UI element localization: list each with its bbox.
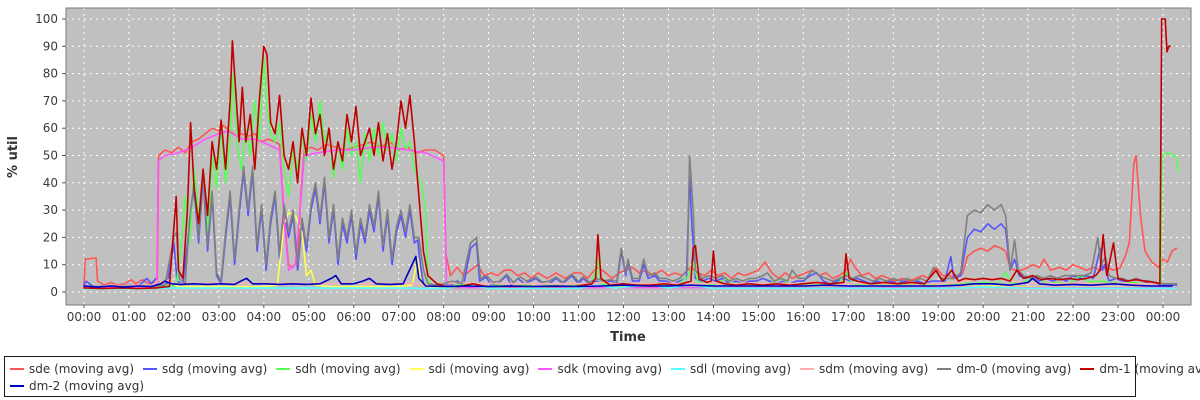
x-tick-label: 21:00 bbox=[1011, 310, 1046, 324]
x-tick-label: 03:00 bbox=[202, 310, 237, 324]
x-tick-label: 20:00 bbox=[966, 310, 1001, 324]
x-axis-title: Time bbox=[610, 330, 646, 345]
x-tick-label: 23:00 bbox=[1101, 310, 1136, 324]
axis-ticks bbox=[62, 18, 1164, 308]
y-tick-label: 60 bbox=[43, 121, 58, 135]
legend-row: sde (moving avg) sdg (moving avg) sdh (mov… bbox=[10, 360, 1200, 377]
legend-item-sdg: sdg (moving avg) bbox=[143, 361, 267, 377]
legend-box: sde (moving avg) sdg (moving avg) sdh (mov… bbox=[4, 356, 1200, 397]
legend-item-dm-1: dm-1 (moving avg) bbox=[1080, 361, 1200, 377]
legend-swatch-sdl bbox=[671, 367, 686, 370]
legend-label: sdk (moving avg) bbox=[557, 361, 663, 376]
x-tick-label: 00:00 bbox=[1146, 310, 1181, 324]
x-tick-label: 02:00 bbox=[157, 310, 192, 324]
legend-row: dm-2 (moving avg) bbox=[10, 377, 1130, 394]
legend-item-sdi: sdi (moving avg) bbox=[409, 361, 530, 377]
legend-item-dm-0: dm-0 (moving avg) bbox=[937, 361, 1071, 377]
x-tick-label: 19:00 bbox=[921, 310, 956, 324]
legend-swatch-dm-1 bbox=[1080, 367, 1095, 370]
legend-swatch-sde bbox=[10, 367, 24, 370]
x-tick-label: 05:00 bbox=[291, 310, 326, 324]
y-axis-title: % util bbox=[6, 136, 21, 178]
legend-label: sdh (moving avg) bbox=[295, 361, 401, 376]
x-tick-label: 17:00 bbox=[831, 310, 866, 324]
x-tick-label: 12:00 bbox=[606, 310, 641, 324]
x-tick-label: 06:00 bbox=[336, 310, 371, 324]
y-tick-label: 10 bbox=[43, 258, 58, 272]
x-tick-label: 10:00 bbox=[516, 310, 551, 324]
y-tick-label: 0 bbox=[50, 285, 58, 299]
y-tick-label: 70 bbox=[43, 94, 58, 108]
legend-swatch-sdh bbox=[276, 367, 291, 370]
legend-swatch-dm-2 bbox=[10, 384, 24, 387]
legend-item-dm-2: dm-2 (moving avg) bbox=[10, 378, 144, 394]
legend-swatch-sdm bbox=[800, 367, 815, 370]
legend-label: sdi (moving avg) bbox=[428, 361, 530, 376]
y-tick-label: 20 bbox=[43, 230, 58, 244]
x-tick-label: 22:00 bbox=[1056, 310, 1091, 324]
x-tick-label: 07:00 bbox=[381, 310, 416, 324]
legend-label: dm-0 (moving avg) bbox=[956, 361, 1072, 376]
x-tick-label: 11:00 bbox=[561, 310, 596, 324]
gridlines bbox=[66, 8, 1191, 305]
legend-item-sdm: sdm (moving avg) bbox=[800, 361, 928, 377]
y-tick-label: 40 bbox=[43, 176, 58, 190]
legend-swatch-sdg bbox=[143, 367, 158, 370]
plot-generated-content: 00:00 01:00 02:00 03:00 04:00 05:00 06:00 07:00… bbox=[35, 7, 1192, 324]
plot-area: 00:00 01:00 02:00 03:00 04:00 05:00 06:00 07:00… bbox=[6, 7, 1192, 345]
legend-label: dm-1 (moving avg) bbox=[1099, 361, 1200, 376]
y-tick-label: 90 bbox=[43, 39, 58, 53]
legend-swatch-dm-0 bbox=[937, 367, 952, 370]
x-tick-label: 13:00 bbox=[651, 310, 686, 324]
x-tick-label: 00:00 bbox=[67, 310, 102, 324]
series-sdl-line bbox=[83, 284, 1178, 290]
legend-label: dm-2 (moving avg) bbox=[29, 378, 145, 393]
x-tick-label: 18:00 bbox=[876, 310, 911, 324]
x-tick-label: 09:00 bbox=[471, 310, 506, 324]
y-tick-label: 30 bbox=[43, 203, 58, 217]
x-tick-label: 01:00 bbox=[112, 310, 147, 324]
plot-border bbox=[65, 7, 1192, 306]
x-tick-label: 08:00 bbox=[426, 310, 461, 324]
legend-item-sdl: sdl (moving avg) bbox=[671, 361, 791, 377]
legend-label: sdg (moving avg) bbox=[162, 361, 268, 376]
x-tick-label: 16:00 bbox=[786, 310, 821, 324]
legend-label: sde (moving avg) bbox=[29, 361, 135, 376]
legend-item-sdk: sdk (moving avg) bbox=[538, 361, 662, 377]
axis-tick-labels: 00:00 01:00 02:00 03:00 04:00 05:00 06:00 07:00… bbox=[35, 12, 1180, 324]
series-dm-2-line bbox=[83, 255, 1173, 288]
x-tick-label: 04:00 bbox=[247, 310, 282, 324]
legend-item-sde: sde (moving avg) bbox=[10, 361, 134, 377]
y-tick-label: 100 bbox=[35, 12, 58, 26]
y-tick-label: 50 bbox=[43, 149, 58, 163]
series-dm-0-line bbox=[83, 154, 1178, 288]
x-tick-label: 14:00 bbox=[696, 310, 731, 324]
legend-swatch-sdk bbox=[538, 367, 553, 370]
legend-label: sdl (moving avg) bbox=[690, 361, 792, 376]
y-tick-label: 80 bbox=[43, 67, 58, 81]
legend-swatch-sdi bbox=[409, 367, 424, 370]
x-tick-label: 15:00 bbox=[741, 310, 776, 324]
legend-label: sdm (moving avg) bbox=[819, 361, 929, 376]
legend-item-sdh: sdh (moving avg) bbox=[276, 361, 401, 377]
